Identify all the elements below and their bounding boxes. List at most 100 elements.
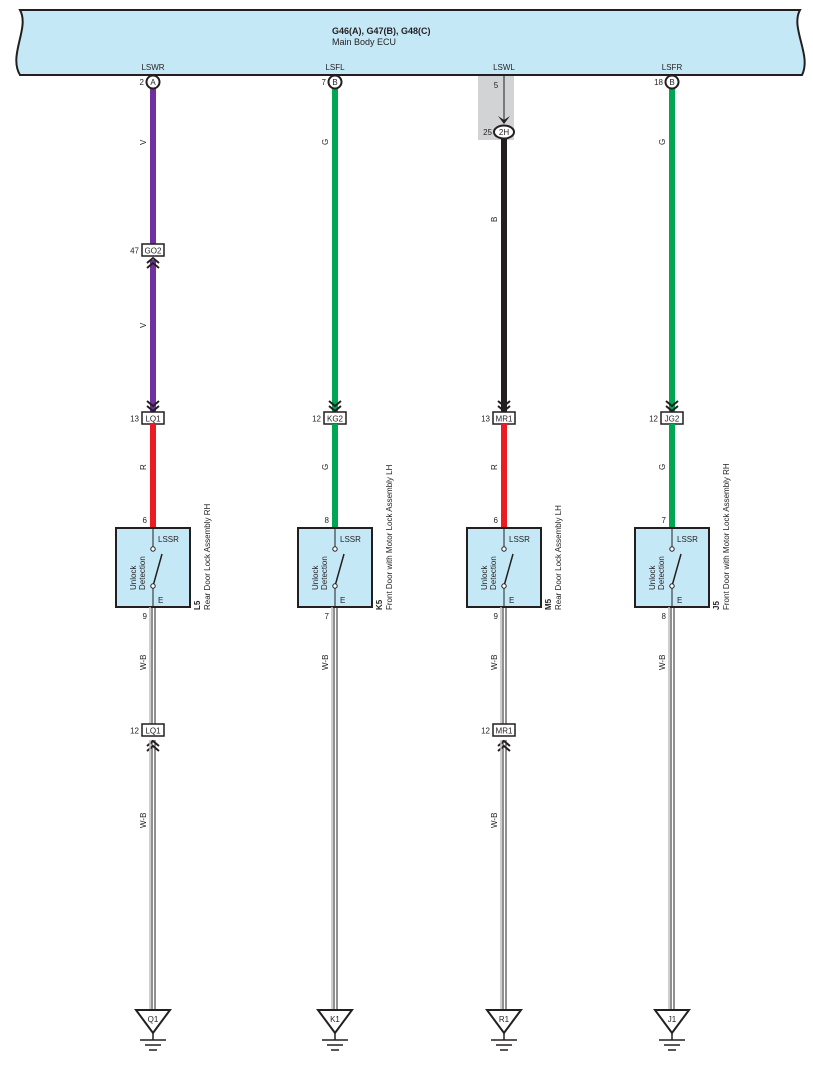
switch-contact <box>669 583 675 589</box>
switch-contact <box>332 546 338 552</box>
component-j5: 7 8 LSSR E Unlock Detection J5 Front Door with … <box>634 463 731 621</box>
terminal-label: E <box>158 596 163 605</box>
wire-w-b <box>149 740 156 1010</box>
connector-chevron-icon <box>328 400 342 413</box>
circuit-lswl: LSWL 5 2H 25 B MR1 13 R 6 9 LSSR E Unlock Detection M5… <box>466 63 563 1051</box>
connector-pin: 13 <box>481 415 490 424</box>
connector-name: MR1 <box>496 415 513 424</box>
switch-icon <box>152 553 163 587</box>
connector-name: LQ1 <box>145 727 161 736</box>
wire-w-b <box>500 740 507 1010</box>
component-pin: 9 <box>494 612 499 621</box>
inline-connector: JG2 12 <box>649 411 684 425</box>
wire-color-label: W-B <box>139 655 148 670</box>
ecu-connector-letter: B <box>332 78 337 87</box>
ground-triangle <box>653 1009 691 1035</box>
chevron <box>497 400 511 408</box>
ground-point: Q1 <box>134 1009 172 1051</box>
chevron <box>146 261 160 269</box>
chevron <box>328 400 342 408</box>
ecu-pin-connector <box>664 74 680 90</box>
wire-color-label: W-B <box>490 655 499 670</box>
component-code: K5 <box>375 599 384 610</box>
wire-color-label: R <box>139 464 148 470</box>
ground-name: K1 <box>330 1015 340 1024</box>
component-k5: 8 7 LSSR E Unlock Detection K5 Front Door with … <box>297 464 394 621</box>
function-label: Unlock <box>311 565 320 590</box>
ecu-terminal-name: LSFL <box>325 63 345 72</box>
connector-pin: 12 <box>649 415 658 424</box>
component-code: J5 <box>712 601 721 610</box>
inline-connector: GO2 47 <box>130 243 165 257</box>
junction-pin: 25 <box>483 128 492 137</box>
chevron <box>497 405 511 413</box>
component-pin: 8 <box>325 516 330 525</box>
ground-name: Q1 <box>148 1015 159 1024</box>
function-label: Detection <box>320 556 329 590</box>
component-pin: 7 <box>325 612 330 621</box>
component-code: M5 <box>544 598 553 610</box>
connector-name: LQ1 <box>145 415 161 424</box>
wire-color-label: B <box>490 217 499 222</box>
terminal-label: LSSR <box>677 535 698 544</box>
wire-color-label: W-B <box>490 813 499 828</box>
component-pin: 6 <box>143 516 148 525</box>
connector-name: GO2 <box>145 247 162 256</box>
switch-contact <box>332 583 338 589</box>
ground-point: R1 <box>485 1009 523 1051</box>
ground-triangle <box>485 1009 523 1035</box>
wire-color-label: R <box>490 464 499 470</box>
function-label: Detection <box>657 556 666 590</box>
ground-point: J1 <box>653 1009 691 1051</box>
chevron <box>665 405 679 413</box>
function-label: Unlock <box>129 565 138 590</box>
component-name: Front Door with Motor Lock Assembly LH <box>385 464 394 610</box>
switch-icon <box>671 553 682 587</box>
connector-pin: 12 <box>312 415 321 424</box>
ecu-name: Main Body ECU <box>332 37 396 47</box>
ecu-body <box>15 9 806 76</box>
connector-box <box>141 243 165 257</box>
arrow-icon <box>498 116 510 124</box>
wire-color-label: G <box>321 464 330 470</box>
wire-w-b <box>668 607 675 1010</box>
component-code: L5 <box>193 600 202 610</box>
junction-name: 2H <box>499 128 509 137</box>
ground-name: J1 <box>668 1015 677 1024</box>
switch-contact <box>150 583 156 589</box>
terminal-label: E <box>509 596 514 605</box>
ground-triangle <box>316 1009 354 1035</box>
component-pin: 7 <box>662 516 667 525</box>
component-pin: 9 <box>143 612 148 621</box>
connector-name: JG2 <box>665 415 680 424</box>
junction-connector <box>493 124 515 140</box>
terminal-label: E <box>677 596 682 605</box>
ecu-terminal-name: LSFR <box>662 63 683 72</box>
connector-pin: 13 <box>130 415 139 424</box>
ground-point: K1 <box>316 1009 354 1051</box>
function-label: Unlock <box>648 565 657 590</box>
function-label: Detection <box>489 556 498 590</box>
wire-w-b <box>149 607 156 724</box>
ecu-terminal-name: LSWR <box>141 63 164 72</box>
wire-color-label: V <box>139 322 148 328</box>
connector-chevron-icon <box>146 400 160 413</box>
wire-w-b <box>500 607 507 724</box>
wire-color-label: G <box>658 464 667 470</box>
wire-color-label: W-B <box>139 813 148 828</box>
chevron <box>146 744 160 752</box>
chevron <box>497 739 511 747</box>
terminal-label: LSSR <box>158 535 179 544</box>
circuit-lswr: LSWR GO2 47 V V A2 LQ1 13 R 6 9 LSSR E Unlock Detectio… <box>115 63 212 1051</box>
ecu-pin: 7 <box>322 78 327 87</box>
ecu-pin-connector <box>145 74 161 90</box>
terminal-label: LSSR <box>509 535 530 544</box>
inline-connector: MR1 13 <box>481 411 516 425</box>
chevron <box>146 256 160 264</box>
connector-pin: 12 <box>481 727 490 736</box>
terminal-label: E <box>340 596 345 605</box>
connector-name: MR1 <box>496 727 513 736</box>
wire-color-label: W-B <box>321 655 330 670</box>
ecu-connector-letter: B <box>669 78 674 87</box>
